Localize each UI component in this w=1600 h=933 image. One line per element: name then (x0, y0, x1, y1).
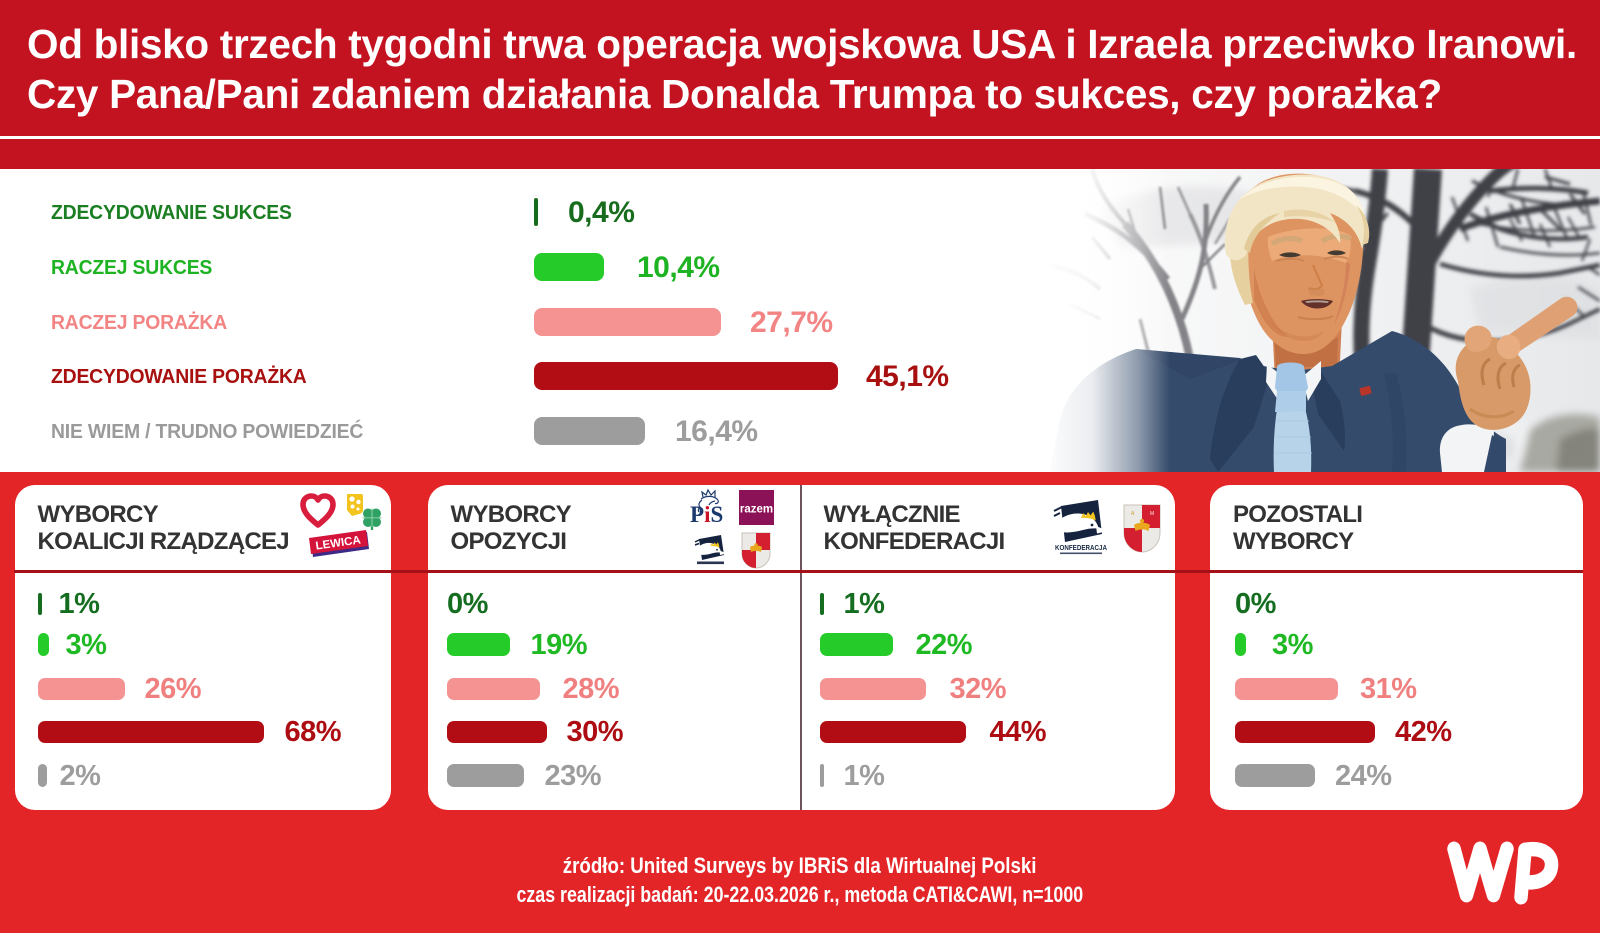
svg-text:A: A (1131, 511, 1135, 517)
svg-text:M: M (1150, 511, 1154, 517)
svg-text:razem: razem (739, 504, 772, 516)
svg-text:KONFEDERACJA: KONFEDERACJA (1055, 543, 1107, 552)
svg-text:PiS: PiS (690, 502, 723, 527)
